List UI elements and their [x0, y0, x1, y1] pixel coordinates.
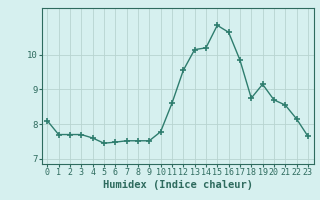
X-axis label: Humidex (Indice chaleur): Humidex (Indice chaleur)	[103, 180, 252, 190]
